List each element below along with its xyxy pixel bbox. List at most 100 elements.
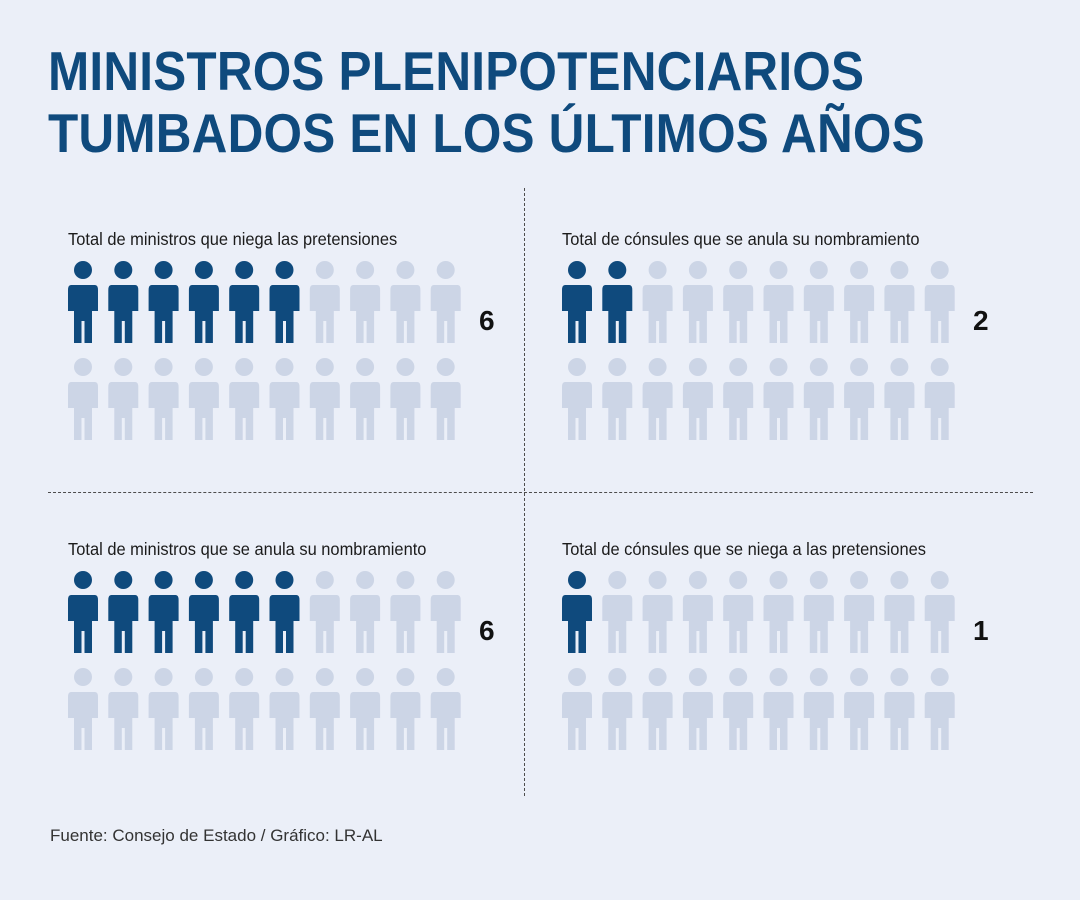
person-icon-highlighted — [229, 261, 260, 343]
person-icon — [723, 571, 754, 653]
person-body — [430, 595, 461, 653]
person-head — [436, 261, 455, 279]
person-icon — [602, 571, 633, 653]
person-icon — [390, 571, 421, 653]
person-head — [930, 358, 949, 376]
pictogram-grid — [68, 571, 461, 750]
person-head — [729, 571, 748, 589]
person-body — [562, 595, 592, 653]
person-icon — [350, 358, 381, 440]
person-body — [642, 692, 673, 750]
person-body — [68, 692, 98, 750]
person-body — [884, 692, 915, 750]
person-head — [154, 261, 173, 279]
person-body — [682, 285, 713, 343]
person-icon — [148, 668, 179, 750]
person-icon-highlighted — [562, 571, 592, 653]
person-body — [602, 382, 633, 440]
person-head — [315, 358, 334, 376]
person-head — [396, 261, 415, 279]
person-icon — [309, 261, 340, 343]
person-icon — [803, 668, 834, 750]
person-icon — [763, 668, 794, 750]
person-icon — [602, 668, 633, 750]
person-body — [642, 595, 673, 653]
person-head — [436, 571, 455, 589]
person-icon-highlighted — [148, 571, 179, 653]
person-body — [148, 382, 179, 440]
person-body — [309, 692, 340, 750]
person-body — [924, 285, 955, 343]
person-body — [309, 382, 340, 440]
person-head — [930, 668, 949, 686]
person-icon — [108, 358, 139, 440]
panel-consules-niega: Total de cónsules que se niega a las pre… — [562, 539, 1032, 779]
person-body — [68, 382, 98, 440]
person-icon — [269, 668, 300, 750]
person-head — [436, 668, 455, 686]
person-head — [114, 358, 133, 376]
pictogram-grid — [68, 261, 461, 440]
panel-label: Total de ministros que se anula su nombr… — [68, 539, 427, 559]
person-head — [608, 571, 627, 589]
person-head — [769, 571, 788, 589]
person-head — [648, 571, 667, 589]
person-body — [229, 595, 260, 653]
person-body — [108, 285, 139, 343]
person-head — [114, 261, 133, 279]
person-head — [235, 571, 254, 589]
person-head — [809, 668, 828, 686]
panel-value: 1 — [973, 615, 989, 646]
person-body — [924, 692, 955, 750]
person-icon — [350, 571, 381, 653]
panel-ministros-anula: Total de ministros que se anula su nombr… — [68, 539, 538, 779]
panel-value: 6 — [479, 615, 495, 646]
person-head — [608, 261, 627, 279]
person-body — [430, 382, 461, 440]
person-body — [390, 382, 421, 440]
person-icon — [682, 358, 713, 440]
person-head — [568, 571, 586, 589]
person-head — [648, 668, 667, 686]
person-icon — [642, 261, 673, 343]
person-body — [188, 382, 219, 440]
person-icon — [642, 668, 673, 750]
person-head — [890, 668, 909, 686]
person-head — [315, 261, 334, 279]
person-head — [930, 571, 949, 589]
person-icon — [350, 668, 381, 750]
person-icon — [723, 668, 754, 750]
person-body — [844, 692, 875, 750]
person-head — [275, 358, 294, 376]
chart-title-line-2: TUMBADOS EN LOS ÚLTIMOS AÑOS — [48, 102, 925, 164]
person-body — [108, 692, 139, 750]
person-body — [188, 692, 219, 750]
person-head — [194, 261, 213, 279]
person-icon — [188, 358, 219, 440]
person-icon — [924, 668, 955, 750]
person-head — [154, 668, 173, 686]
person-body — [602, 285, 633, 343]
person-icon — [68, 358, 98, 440]
person-icon — [682, 668, 713, 750]
person-head — [74, 668, 92, 686]
person-body — [229, 382, 260, 440]
person-body — [844, 285, 875, 343]
person-head — [396, 358, 415, 376]
person-icon — [430, 358, 461, 440]
person-head — [809, 358, 828, 376]
person-icon-highlighted — [68, 571, 98, 653]
person-head — [235, 358, 254, 376]
person-icon — [844, 261, 875, 343]
person-head — [688, 261, 707, 279]
person-body — [148, 692, 179, 750]
source-note: Fuente: Consejo de Estado / Gráfico: LR-… — [50, 826, 383, 845]
person-icon — [803, 358, 834, 440]
person-body — [803, 382, 834, 440]
person-body — [350, 692, 381, 750]
person-icon — [924, 571, 955, 653]
panel-label: Total de cónsules que se anula su nombra… — [562, 229, 920, 249]
person-icon-highlighted — [269, 571, 300, 653]
person-icon — [642, 571, 673, 653]
person-body — [562, 285, 592, 343]
